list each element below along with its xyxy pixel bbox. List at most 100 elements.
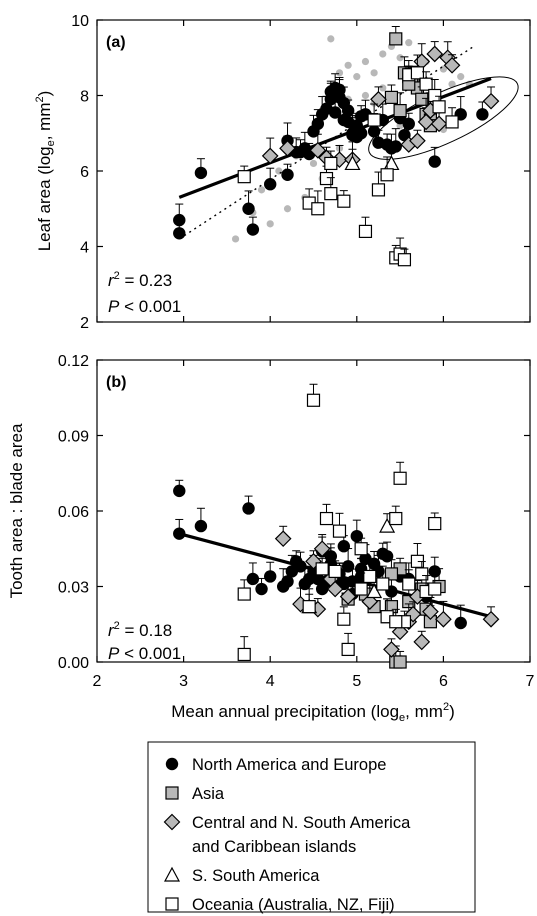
panel-a-point-central-and-n-south-america-and-caribbean-islands [309, 141, 327, 159]
panel-a-point-background [448, 80, 456, 88]
panel-b-point-central-and-n-south-america-and-caribbean-islands [383, 641, 400, 658]
panel-a-point-background [396, 54, 404, 62]
panel-a-point-north-america-and-europe [428, 155, 441, 168]
panel-a-point-north-america-and-europe [328, 106, 342, 119]
panel-b-point-north-america-and-europe [350, 529, 363, 543]
panel-a-ytick-label: 10 [71, 13, 89, 30]
panel-b-point-north-america-and-europe [294, 560, 307, 573]
panel-a-points [173, 25, 500, 267]
panel-a-point-oceania-australia-nz-fiji [324, 156, 338, 171]
panel-b-point-central-and-n-south-america-and-caribbean-islands [413, 633, 431, 651]
panel-b-point-oceania-australia-nz-fiji [428, 516, 442, 531]
panel-a-point-oceania-australia-nz-fiji [324, 187, 338, 201]
panel-a-point-background [361, 91, 370, 100]
panel-b-point-oceania-australia-nz-fiji [376, 577, 390, 591]
panel-b-point-oceania-australia-nz-fiji [302, 600, 316, 614]
panel-b-point-oceania-australia-nz-fiji [315, 562, 329, 576]
panel-b-point-central-and-n-south-america-and-caribbean-islands [313, 540, 331, 558]
panel-a-ytick-label: 8 [80, 89, 89, 106]
panel-b-xtick-label: 3 [179, 673, 188, 690]
panel-b-point-oceania-australia-nz-fiji [354, 582, 368, 596]
panel-b-point-north-america-and-europe [246, 572, 260, 586]
panel-a-point-background [379, 84, 387, 92]
legend-marker-circle [165, 757, 179, 771]
panel-a-point-central-and-n-south-america-and-caribbean-islands [370, 90, 387, 108]
panel-a-point-background [405, 39, 413, 47]
panel-b-ticks: 2 3 4 5 6 7 0.00 0.03 0.06 0.09 0.12 [58, 353, 535, 690]
panel-a-point-background [335, 69, 344, 77]
legend-label: Asia [192, 785, 225, 803]
panel-a-point-north-america-and-europe [389, 140, 402, 153]
panel-b-ytick-label: 0.00 [58, 655, 89, 672]
panel-b-point-oceania-australia-nz-fiji [237, 647, 251, 662]
panel-a-point-north-america-and-europe [337, 113, 351, 127]
panel-b-point-central-and-n-south-america-and-caribbean-islands [435, 610, 452, 628]
panel-a-point-background [370, 69, 378, 77]
panel-a-point-oceania-australia-nz-fiji [237, 170, 251, 184]
panel-b-xtick-label: 4 [266, 673, 275, 690]
panel-b-point-north-america-and-europe [337, 540, 351, 553]
panel-b-point-central-and-n-south-america-and-caribbean-islands [482, 610, 500, 628]
legend-label: S. South America [192, 867, 320, 885]
panel-b-point-s-south-america [366, 583, 383, 599]
panel-a-point-oceania-australia-nz-fiji [358, 224, 373, 238]
panel-a-point-north-america-and-europe [264, 178, 277, 191]
panel-b-r2: r2 = 0.18 [108, 620, 172, 640]
panel-b-point-north-america-and-europe [264, 570, 277, 583]
panel-b-point-oceania-australia-nz-fiji [237, 587, 251, 601]
panel-a-point-oceania-australia-nz-fiji [397, 253, 412, 267]
panel-a-point-oceania-australia-nz-fiji [380, 168, 394, 182]
panel-a-point-background [283, 205, 292, 213]
panel-b-point-north-america-and-europe [315, 582, 329, 596]
panel-b-ytick-label: 0.12 [58, 353, 89, 370]
panel-a-point-background [379, 50, 387, 58]
panel-b-point-oceania-australia-nz-fiji [402, 577, 416, 591]
panel-b-point-oceania-australia-nz-fiji [306, 393, 321, 407]
panel-a-point-asia [389, 32, 403, 46]
legend-label: North America and Europe [192, 756, 386, 774]
panel-b-xlabel: Mean annual precipitation (loge, mm2) [171, 701, 454, 724]
panel-a-point-north-america-and-europe [367, 125, 381, 138]
legend-marker-square [165, 897, 179, 911]
legend-marker-triangle [163, 866, 181, 882]
panel-b: 2 3 4 5 6 7 0.00 0.03 0.06 0.09 0.12 (b) r2 = 0.18… [7, 353, 535, 724]
panel-b-point-oceania-australia-nz-fiji [332, 524, 347, 538]
panel-a-point-background [309, 159, 318, 168]
panel-b-point-oceania-australia-nz-fiji [341, 642, 355, 657]
panel-b-xtick-label: 6 [439, 673, 448, 690]
panel-a-ytick-label: 6 [80, 164, 89, 181]
panel-a-point-oceania-australia-nz-fiji [432, 100, 446, 114]
panel-a-point-oceania-australia-nz-fiji [319, 171, 334, 186]
panel-a-point-central-and-n-south-america-and-caribbean-islands [279, 140, 296, 157]
legend-box [147, 741, 476, 913]
panel-b-ytick-label: 0.06 [58, 504, 89, 521]
panel-a-point-central-and-n-south-america-and-caribbean-islands [261, 147, 279, 165]
panel-b-point-oceania-australia-nz-fiji [319, 511, 334, 526]
panel-b-ytick-label: 0.09 [58, 429, 89, 446]
panel-b-point-oceania-australia-nz-fiji [415, 567, 429, 581]
panel-b-p: P < 0.001 [108, 644, 181, 663]
panel-b-point-north-america-and-europe [281, 575, 294, 588]
panel-a-point-oceania-australia-nz-fiji [367, 113, 381, 127]
panel-a-point-central-and-n-south-america-and-caribbean-islands [443, 56, 461, 74]
panel-b-point-oceania-australia-nz-fiji [363, 569, 377, 584]
panel-b-point-north-america-and-europe [173, 484, 186, 498]
panel-a-point-north-america-and-europe [173, 227, 186, 240]
panel-a-point-s-south-america [344, 155, 361, 171]
panel-a-point-oceania-australia-nz-fiji [311, 202, 325, 216]
legend-items: North America and Europe Asia Central and … [163, 756, 411, 914]
panel-a-point-background [344, 61, 352, 69]
panel-a-p: P < 0.001 [108, 297, 181, 316]
panel-a-point-asia [393, 103, 407, 118]
panel-a-ticks: 2 4 6 8 10 [71, 13, 531, 332]
panel-a-point-oceania-australia-nz-fiji [371, 183, 386, 197]
panel-a-point-oceania-australia-nz-fiji [419, 77, 433, 91]
panel-a-point-asia [384, 90, 399, 104]
panel-b-xtick-label: 5 [352, 673, 361, 690]
legend: North America and Europe Asia Central and … [147, 741, 476, 914]
panel-b-point-oceania-australia-nz-fiji [354, 542, 368, 556]
panel-a-point-background [361, 57, 370, 66]
panel-b-point-north-america-and-europe [173, 527, 186, 540]
panel-b-xtick-label: 7 [526, 673, 535, 690]
